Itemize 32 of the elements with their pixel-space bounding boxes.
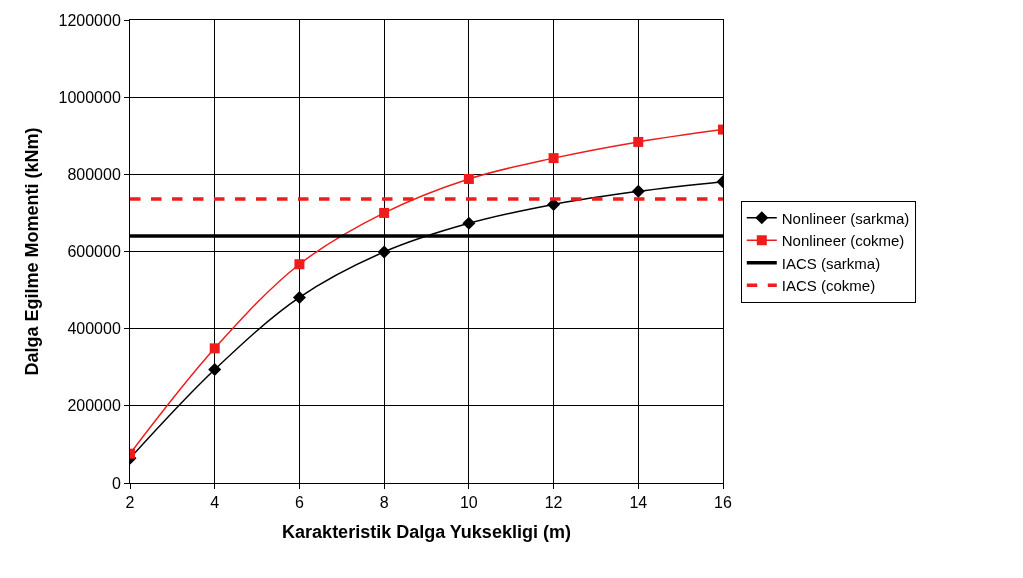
legend-label: Nonlineer (cokme) — [781, 232, 905, 250]
point — [377, 245, 391, 259]
x-tick-label: 12 — [544, 494, 563, 512]
x-tick-label: 10 — [459, 494, 478, 512]
x-tick-label: 4 — [210, 494, 220, 512]
point — [292, 290, 306, 304]
point — [463, 173, 474, 184]
point — [462, 216, 476, 230]
point — [209, 343, 220, 354]
legend-label: IACS (cokme) — [781, 277, 876, 295]
legend-label: IACS (sarkma) — [781, 254, 881, 272]
point — [631, 184, 645, 198]
y-axis-title: Dalga Egilme Momenti (kNm) — [21, 127, 42, 376]
x-tick-label: 16 — [714, 494, 732, 512]
point — [208, 363, 222, 377]
point — [379, 207, 390, 218]
x-axis-title: Karakteristik Dalga Yuksekligi (m) — [282, 522, 571, 543]
point — [548, 153, 559, 164]
x-tick-label: 14 — [629, 494, 648, 512]
x-tick-label: 6 — [294, 494, 304, 512]
y-tick-label: 1000000 — [58, 88, 121, 106]
y-tick-label: 400000 — [67, 320, 121, 338]
y-tick-label: 1200000 — [58, 11, 121, 29]
y-tick-label: 800000 — [67, 165, 121, 183]
x-tick-label: 2 — [125, 494, 135, 512]
point — [633, 136, 644, 147]
y-tick-label: 600000 — [67, 243, 121, 261]
legend-label: Nonlineer (sarkma) — [781, 209, 910, 227]
x-tick-label: 8 — [379, 494, 389, 512]
y-tick-label: 0 — [111, 474, 121, 492]
y-tick-label: 200000 — [67, 397, 121, 415]
point — [294, 259, 305, 270]
